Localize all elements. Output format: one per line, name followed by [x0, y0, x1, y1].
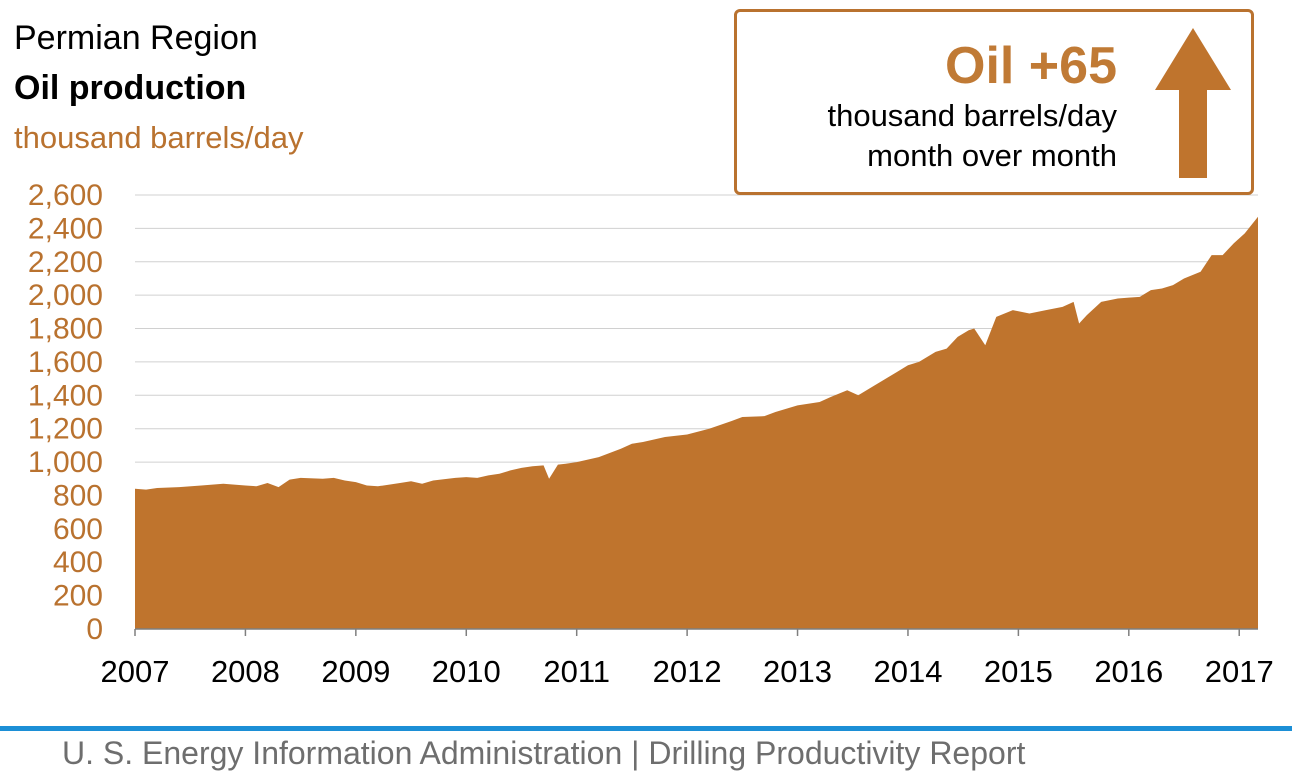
unit-label: thousand barrels/day: [14, 120, 304, 155]
footer-rule: [0, 726, 1292, 731]
y-tick-label: 400: [53, 546, 103, 579]
callout-unit: thousand barrels/day: [827, 98, 1117, 133]
x-tick-label: 2016: [1094, 654, 1163, 689]
x-tick-label: 2013: [763, 654, 832, 689]
x-tick-label: 2010: [432, 654, 501, 689]
production-area-series: [135, 216, 1258, 629]
title-block: Permian Region Oil production thousand b…: [14, 18, 304, 156]
x-tick-label: 2017: [1205, 654, 1274, 689]
y-tick-label: 1,600: [28, 346, 103, 379]
y-tick-label: 1,200: [28, 413, 103, 446]
x-tick-label: 2009: [321, 654, 390, 689]
x-tick-label: 2011: [543, 654, 610, 689]
x-tick-label: 2008: [211, 654, 280, 689]
y-tick-label: 800: [53, 479, 103, 512]
up-arrow-icon: [1155, 28, 1231, 178]
y-tick-label: 2,400: [28, 212, 103, 245]
y-tick-label: 1,000: [28, 446, 103, 479]
region-title: Permian Region: [14, 19, 258, 57]
callout-headline: Oil +65: [945, 37, 1117, 95]
callout-period: month over month: [867, 138, 1117, 173]
y-tick-label: 2,200: [28, 246, 103, 279]
x-tick-label: 2014: [873, 654, 942, 689]
y-tick-label: 600: [53, 513, 103, 546]
y-tick-label: 1,400: [28, 379, 103, 412]
x-tick-label: 2012: [653, 654, 722, 689]
x-tick-label: 2007: [101, 654, 170, 689]
y-tick-label: 2,000: [28, 279, 103, 312]
x-tick-label: 2015: [984, 654, 1053, 689]
y-tick-label: 0: [86, 613, 103, 646]
y-tick-label: 2,600: [28, 179, 103, 212]
y-tick-label: 200: [53, 580, 103, 613]
monthly-change-callout: Oil +65 thousand barrels/day month over …: [734, 9, 1254, 195]
metric-title: Oil production: [14, 69, 247, 107]
y-tick-label: 1,800: [28, 313, 103, 346]
footer-source: U. S. Energy Information Administration …: [62, 735, 1026, 771]
